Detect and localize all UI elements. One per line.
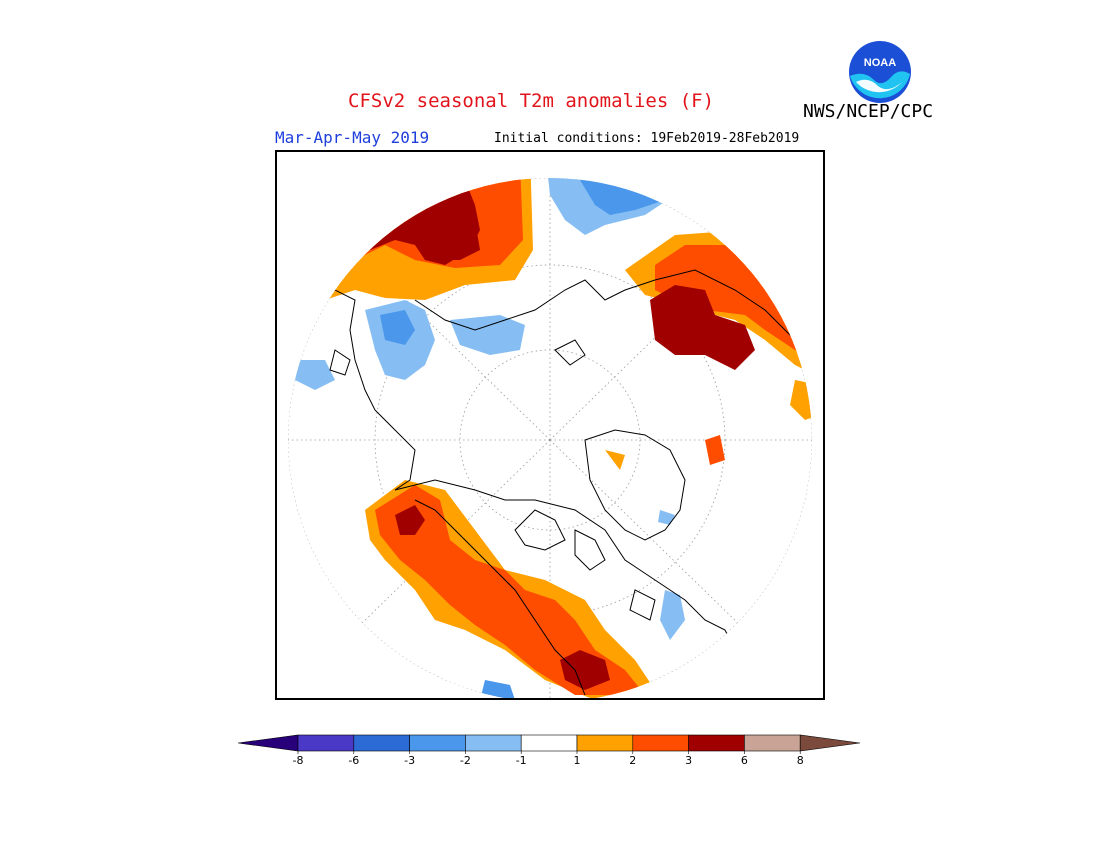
svg-text:NOAA: NOAA — [864, 57, 896, 69]
noaa-logo: NOAA — [849, 41, 911, 103]
colorbar-swatch — [688, 734, 745, 752]
colorbar-swatch — [353, 734, 410, 752]
anomaly-mediterranean-cold — [295, 300, 525, 390]
anomaly-north-america-warm — [365, 480, 655, 700]
colorbar-label: 2 — [629, 754, 636, 767]
colorbar-label: -1 — [516, 754, 527, 767]
initial-conditions-label: Initial conditions: 19Feb2019-28Feb2019 — [494, 131, 800, 146]
colorbar-label: 3 — [685, 754, 692, 767]
colorbar-swatch — [409, 734, 466, 752]
agency-label: NWS/NCEP/CPC — [803, 101, 934, 122]
colorbar-swatch — [744, 734, 801, 752]
colorbar-label: -6 — [348, 754, 359, 767]
colorbar-swatch — [297, 734, 355, 752]
colorbar-swatch — [632, 734, 689, 752]
colorbar-label: 1 — [574, 754, 581, 767]
colorbar-arrow-left — [238, 734, 299, 752]
colorbar-label: -8 — [293, 754, 304, 767]
chart-title: CFSv2 seasonal T2m anomalies (F) — [348, 90, 715, 112]
map-frame — [275, 150, 825, 700]
colorbar-swatch — [465, 734, 522, 752]
colorbar-label: 8 — [797, 754, 804, 767]
season-label: Mar-Apr-May 2019 — [275, 128, 430, 147]
polar-map — [275, 150, 825, 700]
colorbar-label: 6 — [741, 754, 748, 767]
colorbar-swatch — [576, 734, 634, 752]
colorbar-swatch — [520, 734, 578, 752]
anomaly-cold-patches — [480, 450, 685, 700]
colorbar-arrow-right — [799, 734, 861, 752]
colorbar-label: -2 — [460, 754, 471, 767]
colorbar: -8 -6 -3 -2 -1 1 2 3 6 8 — [238, 734, 861, 767]
colorbar-label: -3 — [404, 754, 415, 767]
